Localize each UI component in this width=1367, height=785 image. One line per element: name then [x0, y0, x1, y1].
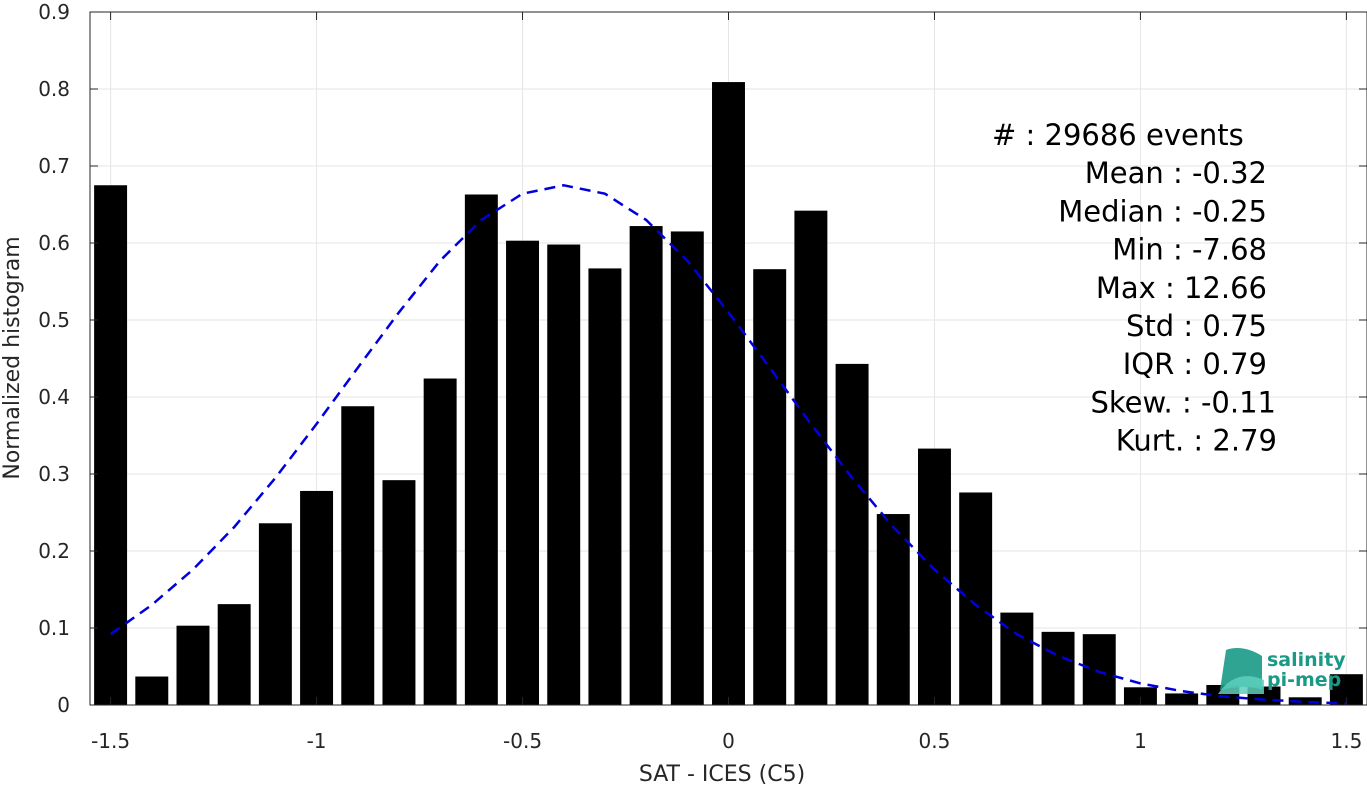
- histogram-bar: [423, 378, 457, 705]
- salinity-pi-mep-logo: salinity pi-mep: [1218, 648, 1346, 694]
- stats-line: Mean : -0.32: [1085, 156, 1267, 190]
- histogram-bar: [1082, 634, 1116, 705]
- histogram-bar: [1165, 693, 1199, 705]
- stats-line: # : 29686 events: [992, 118, 1244, 152]
- x-tick-label: 0: [722, 729, 735, 753]
- stats-line: Skew. : -0.11: [1090, 385, 1276, 419]
- histogram-bar: [341, 406, 375, 705]
- stats-line: Min : -7.68: [1112, 233, 1267, 267]
- histogram-bar: [382, 480, 416, 705]
- histogram-bar: [176, 625, 210, 705]
- histogram-bar: [135, 676, 169, 705]
- y-tick-label: 0.8: [38, 77, 70, 101]
- x-tick-label: -1: [307, 729, 327, 753]
- bars: [94, 82, 1363, 706]
- stats-line: Std : 0.75: [1126, 309, 1267, 343]
- histogram-bar: [712, 82, 745, 705]
- histogram-bar: [94, 185, 128, 705]
- x-tick-label: -0.5: [503, 729, 542, 753]
- x-tick-label: 1.5: [1330, 729, 1362, 753]
- x-axis-label: SAT - ICES (C5): [639, 762, 805, 785]
- stats-line: Max : 12.66: [1096, 271, 1267, 305]
- y-axis-ticks: 0 0.1 0.2 0.3 0.4 0.5 0.6 0.7 0.8 0.9: [38, 0, 1367, 717]
- x-tick-label: -1.5: [91, 729, 130, 753]
- stats-line: IQR : 0.79: [1123, 347, 1267, 381]
- histogram-bar: [1000, 612, 1034, 705]
- x-tick-label: 0.5: [919, 729, 951, 753]
- histogram-bar: [753, 269, 787, 705]
- x-axis-ticks: -1.5 -1 -0.5 0 0.5 1 1.5: [91, 12, 1362, 753]
- histogram-bar: [959, 492, 993, 705]
- histogram-bar: [876, 514, 910, 705]
- histogram-bar: [917, 448, 951, 705]
- y-tick-label: 0.2: [38, 539, 70, 563]
- y-tick-label: 0.9: [38, 0, 70, 24]
- logo-line2: pi-mep: [1267, 669, 1341, 691]
- histogram-bar: [794, 210, 828, 705]
- histogram-bar: [1288, 697, 1322, 705]
- histogram-bar: [506, 240, 540, 705]
- gaussian-fit-curve: [109, 184, 1347, 705]
- histogram-bar: [217, 604, 251, 705]
- histogram-bar: [629, 226, 663, 705]
- histogram-bar: [300, 490, 334, 705]
- y-tick-label: 0.1: [38, 616, 70, 640]
- y-tick-label: 0.7: [38, 154, 70, 178]
- histogram-bar: [1123, 687, 1157, 705]
- y-tick-label: 0.5: [38, 308, 70, 332]
- y-axis-label: Normalized histogram: [0, 236, 25, 479]
- x-tick-label: 1: [1134, 729, 1147, 753]
- stats-line: Kurt. : 2.79: [1116, 424, 1277, 458]
- histogram-bar: [670, 231, 704, 705]
- y-tick-label: 0.4: [38, 385, 70, 409]
- histogram-bar: [258, 523, 292, 705]
- y-tick-label: 0.6: [38, 231, 70, 255]
- stats-annotation: # : 29686 events Mean : -0.32 Median : -0.…: [992, 118, 1277, 458]
- histogram-bar: [588, 268, 622, 705]
- y-tick-label: 0.3: [38, 462, 70, 486]
- logo-line1: salinity: [1267, 649, 1346, 671]
- histogram-bar: [835, 363, 869, 705]
- y-tick-label: 0: [57, 693, 70, 717]
- histogram-bar: [1041, 631, 1075, 705]
- stats-line: Median : -0.25: [1058, 194, 1267, 228]
- histogram-bar: [547, 244, 581, 706]
- histogram-bar: [464, 194, 498, 706]
- logo-wave-shape-light: [1218, 676, 1264, 694]
